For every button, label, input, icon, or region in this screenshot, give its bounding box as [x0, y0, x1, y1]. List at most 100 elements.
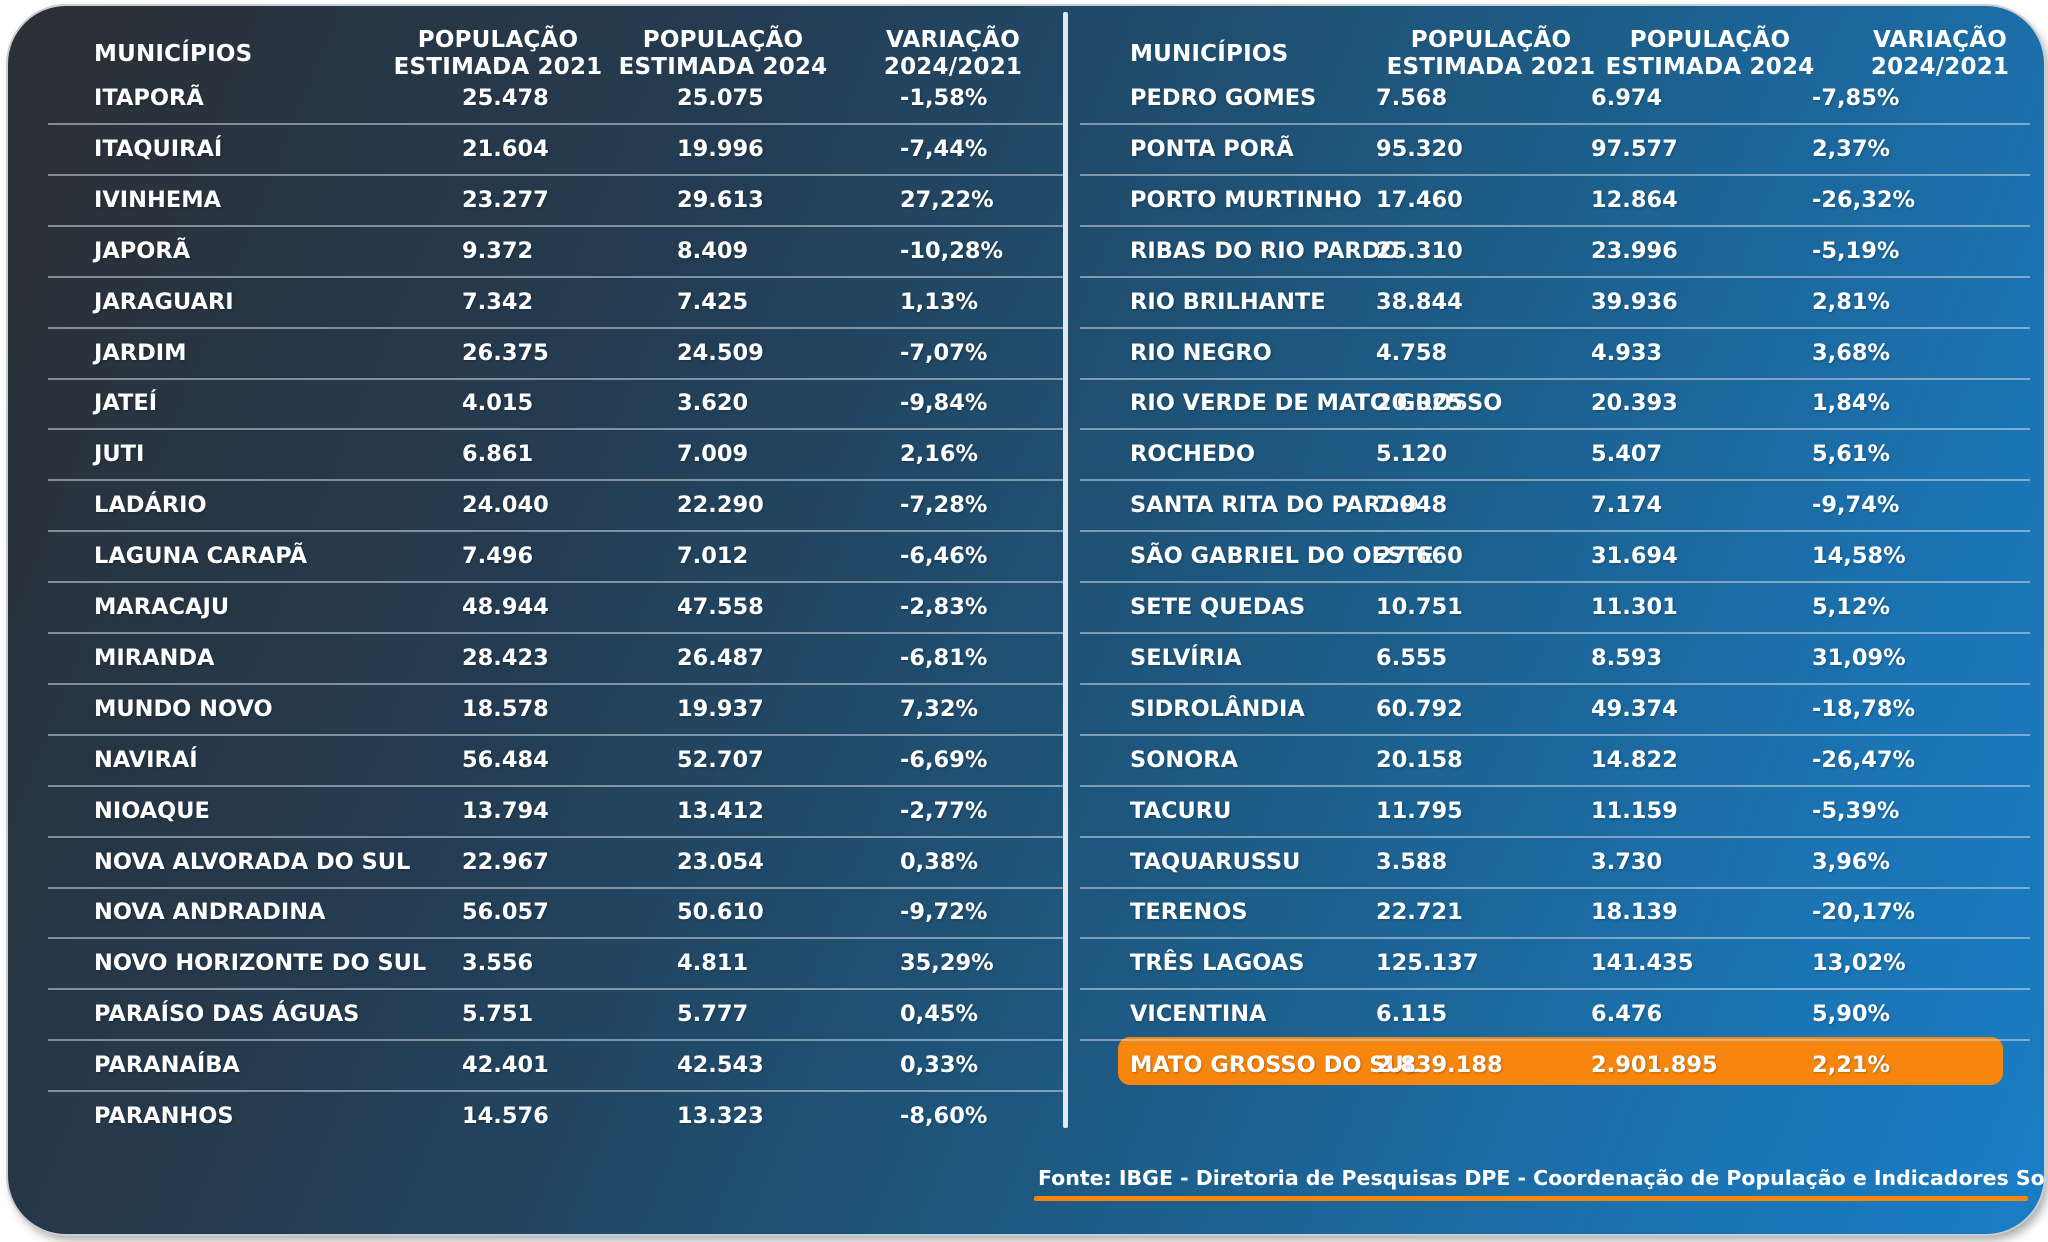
cell-pop-2024: 7.425: [677, 288, 749, 315]
cell-pop-2021: 38.844: [1376, 288, 1463, 315]
row-separator: [1080, 733, 2030, 736]
header-pop-2024-right: POPULAÇÃO ESTIMADA 2024: [1595, 24, 1825, 84]
row-separator: [1080, 682, 2030, 685]
cell-variacao: 3,68%: [1812, 339, 1891, 366]
cell-pop-2024: 39.936: [1591, 288, 1678, 315]
cell-variacao: 5,12%: [1812, 594, 1891, 620]
cell-pop-2021: 6.555: [1376, 644, 1448, 671]
row-separator: [1080, 123, 2030, 125]
cell-variacao: -7,44%: [900, 135, 988, 162]
header-pop-2024-right-line1: POPULAÇÃO: [1629, 27, 1791, 53]
cell-variacao: -26,47%: [1812, 746, 1916, 773]
cell-pop-2021: 10.751: [1376, 594, 1463, 620]
cell-pop-2021: 17.460: [1376, 186, 1463, 213]
cell-pop-2021: 60.792: [1376, 695, 1463, 722]
row-separator: [48, 173, 1066, 176]
row-separator: [48, 479, 1066, 482]
cell-pop-2024: 14.822: [1591, 746, 1678, 773]
cell-pop-2024: 7.012: [677, 543, 749, 570]
cell-variacao: 0,33%: [900, 1052, 979, 1079]
cell-pop-2024: 47.558: [677, 594, 764, 620]
cell-variacao: 1,13%: [900, 288, 979, 315]
cell-pop-2024: 49.374: [1591, 695, 1678, 722]
cell-pop-2021: 6.861: [462, 441, 534, 468]
cell-municipio: IVINHEMA: [94, 186, 221, 213]
total-row-highlight: [1118, 1037, 2003, 1085]
cell-variacao: -7,85%: [1812, 85, 1900, 111]
cell-municipio: PEDRO GOMES: [1130, 85, 1317, 111]
cell-municipio: NIOAQUE: [94, 797, 210, 824]
header-municipios-right: MUNICÍPIOS: [1130, 24, 1430, 84]
cell-pop-2024: 3.730: [1591, 848, 1663, 875]
cell-municipio: TACURU: [1130, 797, 1232, 824]
header-municipios-label: MUNICÍPIOS: [94, 40, 253, 67]
header-municipios: MUNICÍPIOS: [94, 24, 394, 84]
infographic-card: MUNICÍPIOS POPULAÇÃO ESTIMADA 2021 POPULA…: [8, 6, 2044, 1234]
row-separator: [48, 224, 1066, 227]
row-separator: [1080, 173, 2030, 176]
cell-pop-2024: 4.933: [1591, 339, 1663, 366]
cell-pop-2021: 20.025: [1376, 390, 1463, 417]
cell-pop-2021: 42.401: [462, 1052, 549, 1079]
cell-variacao: 5,61%: [1812, 441, 1891, 468]
cell-variacao: 13,02%: [1812, 950, 1906, 977]
cell-pop-2024: 8.593: [1591, 644, 1663, 671]
cell-pop-2024: 6.974: [1591, 85, 1663, 111]
header-variacao-right: VARIAÇÃO 2024/2021: [1850, 24, 2030, 84]
cell-municipio: TERENOS: [1130, 899, 1248, 926]
cell-pop-2024: 7.174: [1591, 492, 1663, 519]
cell-pop-2021: 3.588: [1376, 848, 1448, 875]
cell-variacao: -2,83%: [900, 594, 988, 620]
cell-municipio: NOVO HORIZONTE DO SUL: [94, 950, 427, 977]
header-variacao-line2: 2024/2021: [883, 54, 1023, 80]
row-separator: [48, 275, 1066, 278]
row-separator: [1080, 224, 2030, 227]
row-separator: [48, 581, 1066, 584]
cell-pop-2021: 4.015: [462, 390, 534, 417]
cell-pop-2021: 25.478: [462, 85, 549, 111]
cell-pop-2021: 18.578: [462, 695, 549, 722]
cell-municipio: PARANHOS: [94, 1103, 234, 1129]
cell-municipio: NAVIRAÍ: [94, 746, 198, 773]
cell-pop-2024: 23.996: [1591, 237, 1678, 264]
row-separator: [48, 886, 1066, 889]
cell-variacao: -26,32%: [1812, 186, 1916, 213]
cell-pop-2021: 9.372: [462, 237, 534, 264]
cell-pop-2021: 22.967: [462, 848, 549, 875]
row-separator: [1080, 632, 2030, 634]
row-separator: [1080, 275, 2030, 278]
cell-variacao: -5,19%: [1812, 237, 1900, 264]
cell-pop-2021: 125.137: [1376, 950, 1479, 977]
cell-municipio: NOVA ANDRADINA: [94, 899, 326, 926]
header-pop-2024-line2: ESTIMADA 2024: [618, 54, 828, 80]
cell-municipio: JARDIM: [94, 339, 187, 366]
cell-municipio: SELVÍRIA: [1130, 644, 1242, 671]
cell-pop-2024: 31.694: [1591, 543, 1678, 570]
column-divider: [1063, 12, 1068, 1128]
header-pop-2024-right-line2: ESTIMADA 2024: [1605, 54, 1815, 80]
row-separator: [48, 530, 1066, 533]
row-separator: [1080, 835, 2030, 838]
cell-pop-2021: 4.758: [1376, 339, 1448, 366]
cell-pop-2021: 27.660: [1376, 543, 1463, 570]
cell-variacao: -9,74%: [1812, 492, 1900, 519]
header-pop-2021-line2: ESTIMADA 2021: [393, 54, 603, 80]
cell-variacao: -9,72%: [900, 899, 988, 926]
cell-pop-2021: 56.057: [462, 899, 549, 926]
cell-variacao: -7,07%: [900, 339, 988, 366]
row-separator: [1080, 377, 2030, 380]
cell-pop-2021: 23.277: [462, 186, 549, 213]
cell-pop-2021: 13.794: [462, 797, 549, 824]
cell-pop-2024: 13.323: [677, 1103, 764, 1129]
cell-pop-2024: 19.937: [677, 695, 764, 722]
cell-pop-2021: 6.115: [1376, 1001, 1448, 1028]
cell-variacao: -18,78%: [1812, 695, 1916, 722]
cell-pop-2024: 42.543: [677, 1052, 764, 1079]
row-separator: [48, 1039, 1066, 1042]
cell-variacao: -20,17%: [1812, 899, 1916, 926]
cell-pop-2024: 141.435: [1591, 950, 1694, 977]
cell-variacao: 27,22%: [900, 186, 994, 213]
cell-pop-2024: 5.777: [677, 1001, 749, 1028]
cell-pop-2021: 28.423: [462, 644, 549, 671]
cell-municipio: ROCHEDO: [1130, 441, 1255, 468]
